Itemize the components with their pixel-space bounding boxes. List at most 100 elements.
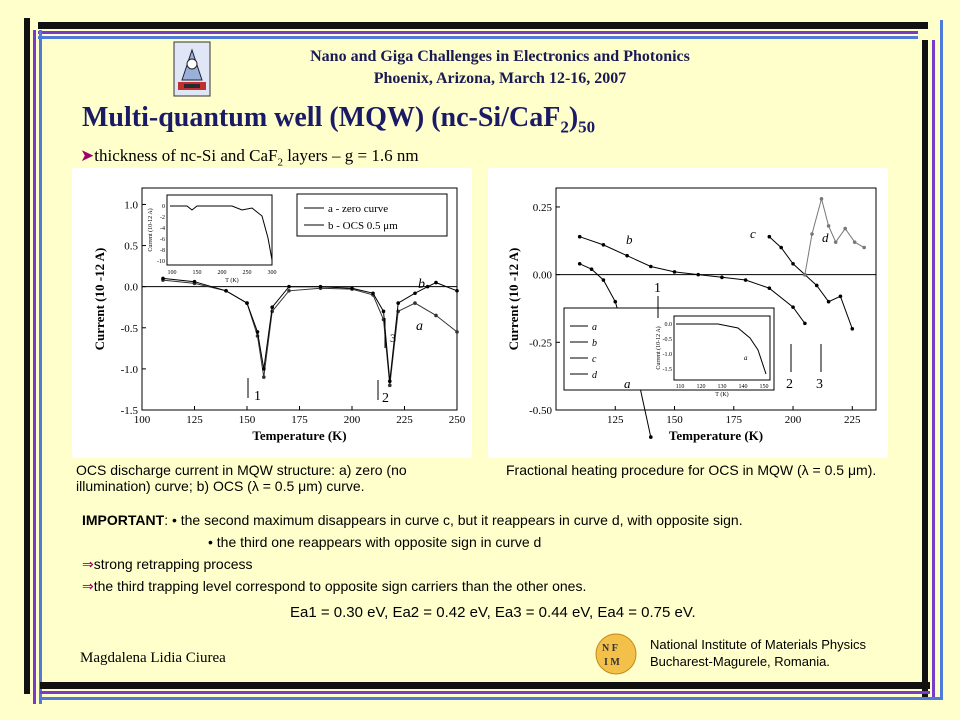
x-tick-label: 150 [666, 414, 683, 426]
curve-label-a: a [416, 319, 423, 334]
inset-y-tick-label: 0.0 [665, 322, 673, 328]
data-point [743, 278, 748, 282]
frame-bottom-bar-blue [40, 697, 940, 700]
institute-logo-icon: N F I M [594, 632, 638, 676]
data-point [843, 226, 847, 231]
peak-label-1: 1 [254, 389, 261, 404]
data-point [826, 224, 831, 228]
data-point [791, 305, 795, 309]
data-point [192, 279, 197, 284]
inset-y-tick-label: -10 [157, 259, 165, 265]
important-line-4: ⇒the third trapping level correspond to … [82, 578, 587, 595]
x-tick-label: 250 [449, 414, 466, 426]
peak-label-1: 1 [654, 281, 661, 296]
data-point [425, 284, 430, 289]
inset-box [673, 315, 771, 381]
curve-label-d: d [822, 230, 829, 245]
svg-text:I M: I M [604, 657, 620, 668]
data-point [826, 299, 831, 304]
x-tick-label: 175 [726, 414, 743, 426]
data-point [852, 240, 857, 244]
legend-entry: a - zero curve [328, 203, 388, 215]
data-point [850, 326, 855, 331]
inset-y-tick-label: -6 [160, 237, 165, 243]
inset-x-tick-label: 120 [697, 384, 706, 390]
y-tick-label: 0.00 [533, 270, 553, 282]
peak-label-3: 3 [816, 377, 823, 392]
y-tick-label: 0.25 [533, 202, 553, 214]
inset-x-label: T (K) [225, 277, 238, 284]
x-tick-label: 175 [291, 414, 308, 426]
inset-x-tick-label: 200 [218, 270, 227, 276]
legend-entry: a [592, 322, 597, 333]
data-point [434, 313, 438, 318]
frame-bottom-bar-purple [40, 691, 930, 694]
frame-bottom-bar [40, 682, 930, 689]
data-point [371, 291, 375, 296]
left-figure: 100 125 150 175 200 225 250 1.0 0.5 0.0 -0.5 -1.0 -1… [72, 168, 472, 458]
inset-y-tick-label: -1.0 [663, 352, 673, 358]
peak-label-2: 2 [382, 391, 389, 406]
data-point [779, 245, 783, 250]
x-tick-label: 100 [134, 414, 151, 426]
inset-x-tick-label: 140 [739, 384, 748, 390]
legend-entry: b - OCS 0.5 μm [328, 220, 398, 232]
conference-logo-icon [172, 40, 212, 98]
series-line-b [162, 277, 458, 382]
data-point [255, 330, 260, 334]
inset-y-tick-label: -4 [160, 226, 165, 232]
author-name: Magdalena Lidia Ciurea [80, 650, 226, 666]
bullet-arrow-icon: ➤ [80, 146, 95, 166]
legend-box [296, 193, 448, 237]
x-axis-label: Temperature (K) [252, 428, 346, 443]
data-point [350, 286, 354, 291]
inset-y-tick-label: -0.5 [663, 337, 673, 343]
y-tick-label: 0.0 [124, 282, 138, 294]
x-tick-label: 200 [785, 414, 802, 426]
inset-x-tick-label: 250 [243, 270, 252, 276]
data-point [696, 272, 701, 277]
frame-left-bar [24, 18, 30, 694]
inset-box [166, 194, 273, 266]
data-point [810, 232, 814, 236]
data-point [833, 240, 838, 244]
data-point [388, 383, 392, 388]
inset-x-tick-label: 130 [718, 384, 727, 390]
x-axis-label: Temperature (K) [669, 428, 763, 443]
data-point [577, 234, 582, 239]
inset-curve [170, 205, 273, 261]
data-point [270, 305, 274, 310]
data-point [318, 284, 323, 289]
right-chart-svg: 125 150 175 200 225 0.25 0.00 -0.25 -0.50 Tempera… [506, 187, 877, 443]
data-point [245, 301, 249, 305]
curve-label-c: c [750, 226, 756, 241]
inset-x-tick-label: 110 [676, 384, 685, 390]
data-point [672, 270, 677, 274]
data-point [396, 301, 401, 305]
data-point [455, 330, 459, 334]
data-point [613, 299, 618, 304]
inset-curve [676, 323, 767, 375]
page-title: Multi-quantum well (MQW) (nc-Si/CaF2)50 [82, 102, 596, 137]
y-tick-label: -0.50 [529, 405, 552, 417]
frame-top-bar-blue [38, 36, 918, 39]
series-line-d [804, 196, 865, 275]
data-point [838, 294, 843, 299]
data-point [649, 435, 653, 439]
x-tick-label: 125 [607, 414, 624, 426]
curve-label-a: a [624, 376, 631, 391]
data-point [413, 301, 417, 305]
data-point [287, 288, 291, 293]
data-point [720, 275, 724, 280]
implies-arrow-icon: ⇒ [82, 557, 94, 573]
data-point [767, 286, 772, 290]
right-figure: 125 150 175 200 225 0.25 0.00 -0.25 -0.50 Tempera… [488, 168, 888, 458]
data-point [434, 280, 438, 285]
frame-top-bar [38, 22, 928, 29]
inset-x-label: T (K) [715, 391, 728, 398]
inset-y-tick-label: -1.5 [663, 367, 673, 373]
frame-top-bar-purple [38, 31, 918, 34]
frame-left-bar-blue [39, 30, 42, 704]
data-point [455, 288, 459, 293]
data-point [819, 197, 824, 201]
